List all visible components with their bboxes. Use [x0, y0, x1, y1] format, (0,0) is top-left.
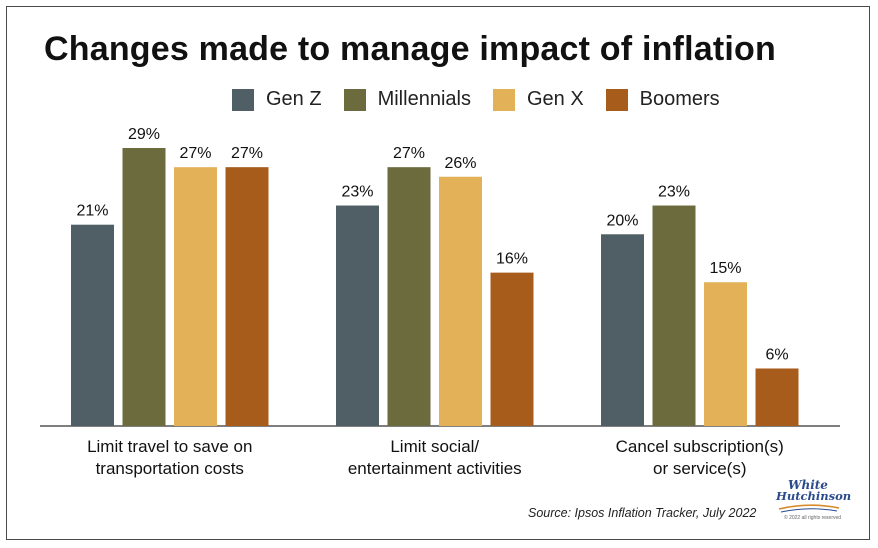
- data-label-gen-x-group-1: 27%: [179, 145, 211, 162]
- chart-legend: Gen Z Millennials Gen X Boomers: [232, 88, 742, 111]
- logo-copyright: © 2022 all rights reserved: [784, 515, 842, 521]
- category-label-2-line-1: Limit social/: [390, 437, 479, 456]
- category-label-3-line-1: Cancel subscription(s): [616, 437, 784, 456]
- bar-boomers-group-1: [225, 167, 269, 426]
- bar-boomers-group-2: [490, 272, 534, 426]
- bar-millennials-group-2: [387, 167, 431, 426]
- bar-gen-z-group-2: [336, 205, 379, 426]
- legend-label-gen-x: Gen X: [526, 88, 584, 110]
- bar-gen-z-group-1: [71, 224, 114, 426]
- logo-text-line1: White: [788, 478, 828, 492]
- data-label-gen-z-group-3: 20%: [606, 212, 638, 229]
- legend-item-gen-x: Gen X: [492, 88, 584, 111]
- data-label-gen-z-group-1: 21%: [76, 203, 108, 220]
- category-label-1-line-1: Limit travel to save on: [87, 437, 252, 456]
- legend-label-boomers: Boomers: [639, 88, 720, 110]
- data-label-millennials-group-3: 23%: [658, 184, 690, 201]
- bar-boomers-group-3: [755, 368, 799, 426]
- category-label-1-line-2: transportation costs: [96, 459, 244, 478]
- legend-swatch-gen-x: [492, 88, 515, 111]
- legend-label-millennials: Millennials: [377, 88, 471, 110]
- bar-gen-z-group-3: [601, 234, 644, 426]
- legend-swatch-boomers: [605, 88, 628, 111]
- logo-swoosh-icon: [778, 504, 840, 513]
- data-label-gen-z-group-2: 23%: [341, 184, 373, 201]
- legend-label-gen-z: Gen Z: [266, 88, 322, 110]
- legend-swatch-gen-z: [232, 88, 254, 111]
- white-hutchinson-logo: White Hutchinson © 2022 all rights reser…: [776, 478, 851, 526]
- data-label-gen-x-group-3: 15%: [709, 260, 741, 277]
- data-label-gen-x-group-2: 26%: [444, 155, 476, 172]
- data-label-millennials-group-1: 29%: [128, 126, 160, 143]
- legend-item-boomers: Boomers: [605, 88, 720, 111]
- data-label-boomers-group-1: 27%: [231, 145, 263, 162]
- bar-gen-x-group-3: [704, 282, 747, 426]
- category-label-3-line-2: or service(s): [653, 459, 747, 478]
- bar-millennials-group-1: [122, 148, 166, 426]
- logo-text-line2: Hutchinson: [776, 489, 852, 503]
- category-label-2-line-2: entertainment activities: [348, 459, 522, 478]
- legend-swatch-millennials: [343, 88, 366, 111]
- bar-gen-x-group-2: [439, 176, 482, 426]
- data-label-boomers-group-3: 6%: [765, 346, 788, 363]
- legend-item-gen-z: Gen Z: [232, 88, 322, 111]
- data-label-boomers-group-2: 16%: [496, 251, 528, 268]
- bar-gen-x-group-1: [174, 167, 217, 426]
- source-note: Source: Ipsos Inflation Tracker, July 20…: [528, 506, 757, 520]
- legend-item-millennials: Millennials: [343, 88, 471, 111]
- data-label-millennials-group-2: 27%: [393, 145, 425, 162]
- bar-millennials-group-3: [652, 205, 696, 426]
- chart-title: Changes made to manage impact of inflati…: [44, 30, 776, 68]
